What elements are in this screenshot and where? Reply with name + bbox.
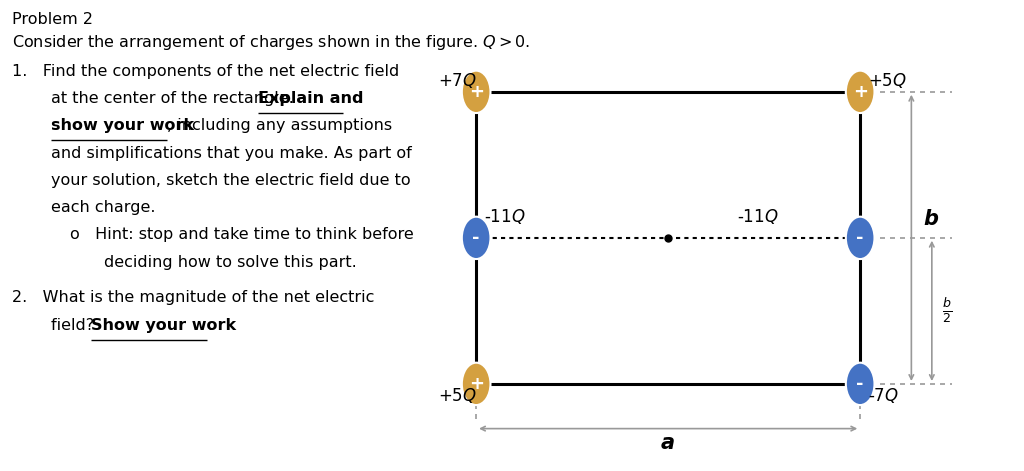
Text: show your work: show your work	[51, 118, 195, 133]
Text: +5$Q$: +5$Q$	[868, 71, 907, 89]
Ellipse shape	[462, 71, 490, 113]
Ellipse shape	[846, 363, 874, 405]
Text: b: b	[924, 209, 939, 229]
Ellipse shape	[846, 217, 874, 259]
Text: and simplifications that you make. As part of: and simplifications that you make. As pa…	[51, 146, 412, 161]
Text: -11$Q$: -11$Q$	[737, 207, 779, 226]
Text: Consider the arrangement of charges shown in the figure. $Q > 0$.: Consider the arrangement of charges show…	[12, 33, 530, 52]
Text: +5$Q$: +5$Q$	[438, 386, 477, 405]
Bar	[476, 92, 860, 384]
Text: deciding how to solve this part.: deciding how to solve this part.	[104, 255, 357, 270]
Text: -: -	[472, 229, 480, 247]
Ellipse shape	[462, 217, 490, 259]
Text: , including any assumptions: , including any assumptions	[167, 118, 392, 133]
Text: 1.   Find the components of the net electric field: 1. Find the components of the net electr…	[12, 64, 399, 79]
Text: -: -	[856, 229, 864, 247]
Text: each charge.: each charge.	[51, 200, 156, 215]
Text: your solution, sketch the electric field due to: your solution, sketch the electric field…	[51, 173, 411, 188]
Text: +7$Q$: +7$Q$	[438, 71, 477, 89]
Text: +: +	[469, 83, 483, 101]
Text: at the center of the rectangle.: at the center of the rectangle.	[51, 91, 299, 106]
Text: o   Hint: stop and take time to think before: o Hint: stop and take time to think befo…	[70, 227, 414, 243]
Text: field?: field?	[51, 317, 99, 333]
Text: 2.   What is the magnitude of the net electric: 2. What is the magnitude of the net elec…	[12, 290, 375, 305]
Ellipse shape	[846, 71, 874, 113]
Text: Show your work: Show your work	[91, 317, 237, 333]
Text: .: .	[207, 317, 212, 333]
Text: a: a	[662, 433, 675, 453]
Text: Problem 2: Problem 2	[12, 12, 93, 27]
Text: $\frac{b}{2}$: $\frac{b}{2}$	[942, 296, 952, 325]
Text: +: +	[469, 375, 483, 393]
Text: -: -	[856, 375, 864, 393]
Text: Explain and: Explain and	[258, 91, 364, 106]
Text: +: +	[853, 83, 867, 101]
Text: -7$Q$: -7$Q$	[868, 386, 899, 405]
Text: -11$Q$: -11$Q$	[484, 207, 526, 226]
Ellipse shape	[462, 363, 490, 405]
